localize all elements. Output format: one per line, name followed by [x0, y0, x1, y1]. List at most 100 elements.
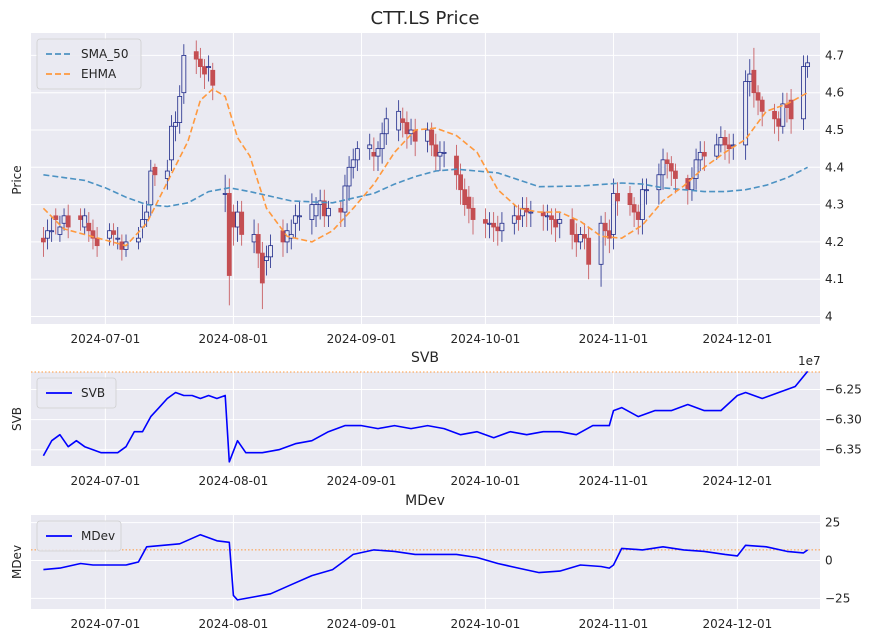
candle-body — [726, 144, 732, 150]
plot-area — [31, 372, 820, 466]
candle-body — [549, 215, 554, 220]
x-tick-label: 2024-11-01 — [579, 474, 649, 488]
candle-body — [441, 151, 447, 154]
candle-body — [425, 129, 430, 142]
y-tick-label: 0 — [825, 553, 833, 567]
candle-body — [346, 166, 352, 187]
candle-body — [664, 159, 670, 164]
candle-body — [462, 189, 468, 206]
candle-body — [615, 193, 620, 202]
candle-body — [235, 211, 240, 228]
candle-body — [602, 222, 608, 232]
x-tick-label: 2024-08-01 — [199, 474, 269, 488]
candle-body — [656, 174, 662, 191]
x-tick-label: 2024-10-01 — [451, 617, 521, 631]
candle-body — [152, 166, 158, 176]
candle-body — [371, 151, 377, 157]
candle-body — [722, 137, 728, 146]
candle-body — [586, 237, 592, 265]
candle-body — [383, 118, 389, 135]
candle-body — [45, 230, 50, 239]
plot-area — [31, 515, 820, 609]
candle-body — [776, 118, 782, 127]
price-y-axis-label: Price — [10, 165, 24, 194]
candle-body — [90, 230, 96, 239]
candle-body — [375, 148, 381, 157]
candle-body — [693, 159, 699, 179]
candle-body — [297, 215, 302, 218]
candle-body — [516, 215, 521, 220]
candle-body — [338, 207, 344, 213]
candle-body — [429, 129, 435, 146]
candle-body — [569, 219, 575, 235]
candle-body — [268, 245, 273, 258]
candle-body — [78, 215, 83, 220]
candle-body — [197, 58, 203, 67]
candle-body — [379, 133, 385, 150]
candle-body — [313, 204, 319, 217]
candle-body — [86, 222, 92, 232]
legend-box — [36, 38, 142, 90]
candle-body — [210, 69, 216, 86]
candle-body — [280, 230, 286, 243]
candle-body — [437, 151, 443, 157]
candle-body — [193, 51, 199, 60]
candle-body — [164, 170, 170, 179]
legend: SMA_50 EHMA — [36, 38, 142, 90]
y-tick-label: 4.4 — [825, 160, 844, 174]
candle-body — [433, 144, 439, 157]
x-tick-label: 2024-09-01 — [327, 617, 397, 631]
candle-body — [573, 234, 579, 243]
candle-body — [367, 144, 373, 150]
candlesticks — [40, 40, 811, 310]
candle-body — [470, 207, 476, 220]
candle-body — [111, 230, 117, 235]
candle-body — [805, 62, 811, 67]
svb-panel: 2024-07-01 2024-08-01 2024-09-01 2024-10-01… — [31, 370, 862, 488]
x-tick-label: 2024-12-01 — [703, 474, 773, 488]
y-tick-label: 4.7 — [825, 48, 844, 62]
candle-body — [714, 144, 720, 157]
series-line-ehma — [42, 88, 808, 247]
legend: MDev — [36, 520, 122, 552]
legend-box — [36, 520, 122, 552]
y-tick-label: −6.30 — [825, 413, 862, 427]
svb-chart-title: SVB — [411, 350, 439, 366]
candle-body — [326, 207, 331, 217]
candle-body — [40, 237, 46, 243]
candle-body — [53, 215, 59, 220]
candle-body — [673, 170, 678, 179]
candle-body — [169, 125, 174, 161]
x-tick-label: 2024-07-01 — [70, 474, 140, 488]
candle-body — [65, 215, 71, 228]
legend-label: SMA_50 — [81, 47, 128, 61]
candle-body — [482, 219, 488, 224]
candle-body — [747, 73, 753, 82]
candle-body — [639, 189, 645, 220]
legend-label: SVB — [81, 386, 105, 400]
y-tick-label: −6.25 — [825, 382, 862, 396]
x-tick-label: 2024-09-01 — [327, 332, 397, 346]
candle-body — [788, 99, 794, 120]
x-tick-label: 2024-09-01 — [327, 474, 397, 488]
candle-body — [466, 196, 472, 209]
candle-body — [255, 234, 261, 254]
candle-body — [107, 230, 112, 239]
legend: SVB — [36, 377, 117, 409]
x-tick-label: 2024-10-01 — [451, 332, 521, 346]
candle-body — [115, 237, 121, 240]
legend-box — [36, 377, 117, 409]
svb-y-axis-label: SVB — [10, 407, 24, 431]
candle-body — [557, 219, 563, 224]
legend-label: EHMA — [81, 67, 117, 81]
candle-body — [553, 219, 559, 228]
legend-label: MDev — [81, 529, 115, 543]
candle-body — [144, 211, 150, 220]
candle-body — [202, 66, 207, 75]
candle-body — [177, 96, 183, 123]
candle-body — [181, 54, 187, 94]
candle-body — [491, 222, 497, 228]
candle-body — [582, 234, 587, 239]
candle-body — [259, 252, 265, 284]
